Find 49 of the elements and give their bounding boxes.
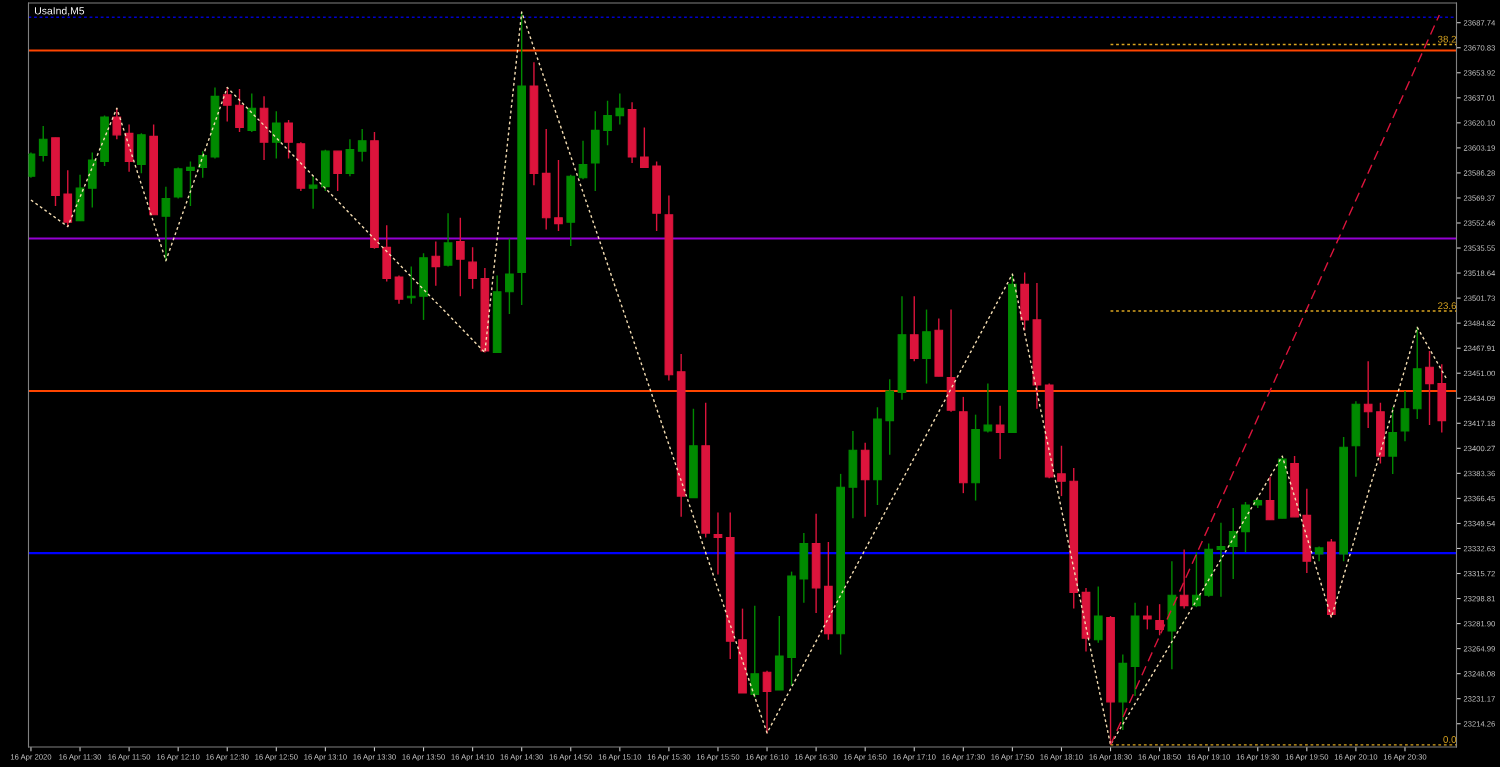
candlestick — [1425, 350, 1434, 426]
candlestick — [750, 604, 760, 699]
candlestick — [554, 159, 563, 232]
candlestick — [455, 217, 465, 297]
series-label: 0.0 — [1443, 736, 1457, 743]
candlestick — [1093, 585, 1103, 644]
candlestick — [1388, 406, 1398, 475]
candlestick — [909, 295, 919, 363]
candlestick — [431, 240, 441, 287]
candlestick — [1179, 548, 1189, 610]
series-label: 23.6 — [1438, 302, 1457, 310]
candlestick — [394, 274, 404, 305]
candlestick — [468, 246, 477, 290]
candlestick — [1057, 445, 1066, 497]
candlestick — [271, 110, 281, 160]
candlestick — [615, 92, 625, 126]
candlestick — [983, 382, 993, 434]
candlestick — [1192, 551, 1201, 608]
candlestick — [357, 128, 367, 163]
candlestick — [308, 175, 318, 210]
series-label: 38.2 — [1437, 35, 1457, 43]
candlestick — [1400, 390, 1410, 443]
candlestick — [1363, 360, 1373, 429]
candlestick — [1228, 507, 1238, 580]
candlestick — [235, 88, 244, 133]
candlestick — [995, 405, 1005, 460]
candlestick — [38, 125, 48, 163]
candlestick — [603, 100, 612, 146]
candlestick — [161, 185, 171, 262]
candlestick — [198, 150, 208, 179]
candlestick — [639, 126, 649, 169]
candlestick — [578, 140, 588, 180]
candlestick — [333, 150, 343, 192]
candlestick — [505, 237, 514, 315]
candlestick — [112, 107, 122, 140]
candlestick — [345, 138, 355, 177]
candlestick — [284, 119, 293, 160]
candlestick — [186, 160, 195, 207]
candlestick — [28, 151, 36, 179]
candlestick — [247, 92, 257, 133]
candlestick — [1142, 604, 1152, 631]
candlestick — [1265, 476, 1275, 521]
candlestick — [762, 670, 772, 734]
candlestick — [1155, 603, 1164, 636]
candlestick — [443, 212, 453, 268]
chart-title: UsaInd,M5 — [35, 6, 85, 16]
candlestick — [713, 511, 723, 576]
candlestick — [1216, 522, 1226, 598]
candlestick — [222, 86, 232, 123]
